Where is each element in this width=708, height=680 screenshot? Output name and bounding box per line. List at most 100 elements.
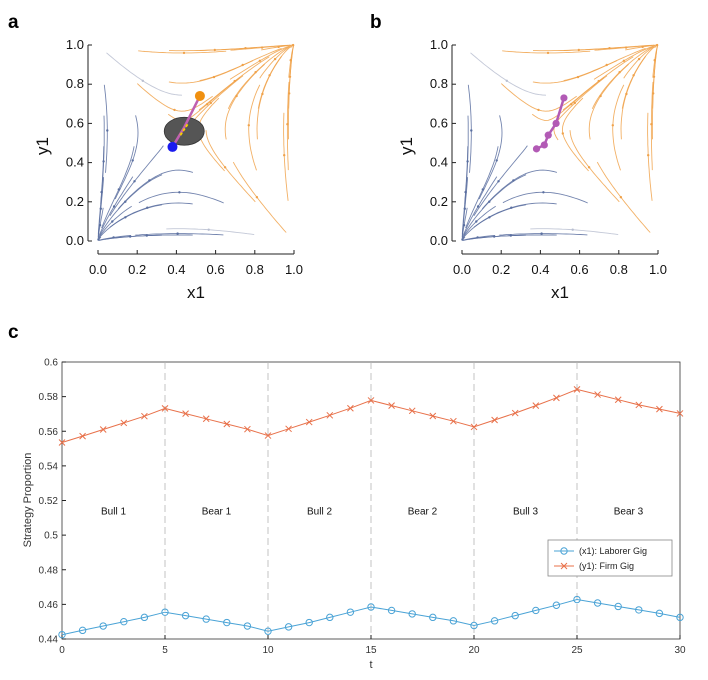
phase-boundaries — [164, 362, 578, 639]
x-tick-label: 0.6 — [207, 262, 225, 277]
data-point — [449, 617, 458, 625]
streamline — [138, 50, 227, 54]
streamline — [612, 84, 625, 171]
axes-c: 0 5 10 15 20 25 30 0.44 0.46 0.48 0.5 0.52 0.54 0.56 0… — [39, 358, 686, 657]
streamline-arrow — [647, 154, 650, 157]
streamline-arrow — [207, 228, 210, 231]
streamline — [227, 46, 290, 109]
data-point — [429, 412, 437, 420]
streamline-arrow — [510, 206, 513, 209]
x-tick-label: 0.0 — [453, 262, 471, 277]
trajectory-point — [540, 141, 548, 149]
data-point — [450, 417, 457, 425]
legend: (x1): Laborer Gig (y1): Firm Gig — [547, 539, 673, 577]
streamline-arrow — [632, 74, 635, 77]
data-point — [202, 415, 210, 423]
data-point — [470, 621, 478, 630]
phase-label: Bear 3 — [614, 506, 644, 517]
series-laborer-gig — [58, 595, 684, 639]
streamline — [562, 56, 634, 111]
legend-marker-y1 — [560, 562, 568, 570]
streamline — [563, 47, 646, 82]
axes-b: 0.0 0.0 0.2 0.2 0.4 0.4 0.6 0.6 0.8 0.8 1.0 1.0 — [430, 37, 667, 277]
data-point — [532, 402, 540, 409]
data-point — [326, 411, 334, 419]
y-tick-label: 0.5 — [44, 531, 58, 542]
data-point — [181, 611, 190, 620]
streamline — [465, 146, 499, 229]
y-tick-label: 0.52 — [39, 496, 59, 507]
streamline — [500, 83, 577, 112]
x-tick-label: 0.4 — [531, 262, 549, 277]
data-point — [656, 405, 663, 413]
data-point — [532, 606, 540, 615]
streamline — [591, 46, 654, 109]
start-point-a — [167, 141, 178, 152]
data-point — [244, 425, 251, 433]
y-tick-label: 0.8 — [66, 76, 84, 91]
streamline-arrow — [619, 196, 623, 199]
phase-label: Bull 3 — [513, 506, 538, 517]
streamline — [531, 77, 605, 121]
streamline — [104, 234, 193, 240]
data-point — [635, 606, 643, 614]
streamline-arrow — [475, 220, 478, 223]
data-point — [264, 627, 272, 635]
streamline-arrow — [622, 59, 626, 62]
streamline-arrow — [273, 57, 277, 61]
streamline-arrow — [542, 191, 545, 194]
streamline-arrow — [655, 43, 659, 47]
data-point — [635, 401, 643, 409]
streamline-arrow — [611, 124, 614, 127]
data-point — [655, 609, 664, 618]
streamline-arrow — [624, 46, 628, 49]
streamline — [530, 228, 619, 236]
streamline-arrow — [653, 59, 656, 62]
data-point — [285, 425, 292, 433]
x-tick-label: 0.8 — [610, 262, 628, 277]
streamline-arrow — [133, 180, 136, 183]
data-point — [552, 601, 561, 609]
trajectory-point — [560, 94, 568, 102]
streamline — [109, 202, 193, 228]
streamline — [473, 145, 528, 216]
y-axis-label-a: y1 — [33, 137, 52, 155]
x-axis-label-c: t — [369, 659, 372, 671]
data-point — [99, 426, 107, 433]
panel-letter-a: a — [8, 12, 19, 33]
streamline — [561, 97, 589, 172]
legend-marker-x1 — [560, 547, 568, 555]
streamline-arrow — [131, 159, 134, 162]
y-tick-label: 0.58 — [39, 392, 59, 403]
y-tick-label: 0.0 — [430, 233, 448, 248]
trajectory-points-b — [532, 94, 568, 153]
streamline-arrow — [605, 63, 608, 67]
streamline — [106, 52, 183, 96]
data-point — [676, 613, 684, 622]
panel-letter-c: c — [8, 322, 19, 343]
streamline-arrow — [289, 59, 292, 62]
data-point — [573, 386, 581, 393]
streamline-arrow — [495, 159, 498, 162]
x-tick-label: 0.8 — [246, 262, 264, 277]
streamline-arrow — [173, 108, 176, 112]
streamline-arrow — [497, 180, 500, 183]
streamline-arrow — [597, 79, 600, 83]
streamline-arrow — [512, 179, 515, 182]
streamline-arrow — [505, 79, 508, 83]
x-tick-label: 0.2 — [128, 262, 146, 277]
uncertainty-ellipse — [163, 116, 205, 146]
streamline — [168, 60, 254, 84]
data-point — [264, 432, 272, 439]
streamline-arrow — [546, 51, 550, 55]
streamline-arrow — [476, 205, 480, 208]
streamline-arrow — [283, 154, 286, 157]
y-tick-label: 0.8 — [430, 76, 448, 91]
y-tick-label: 0.54 — [39, 461, 59, 472]
x-tick-label: 15 — [365, 645, 377, 656]
streamline — [101, 146, 135, 229]
streamline-arrow — [291, 43, 295, 47]
streamline — [650, 81, 654, 171]
data-point — [593, 599, 602, 607]
